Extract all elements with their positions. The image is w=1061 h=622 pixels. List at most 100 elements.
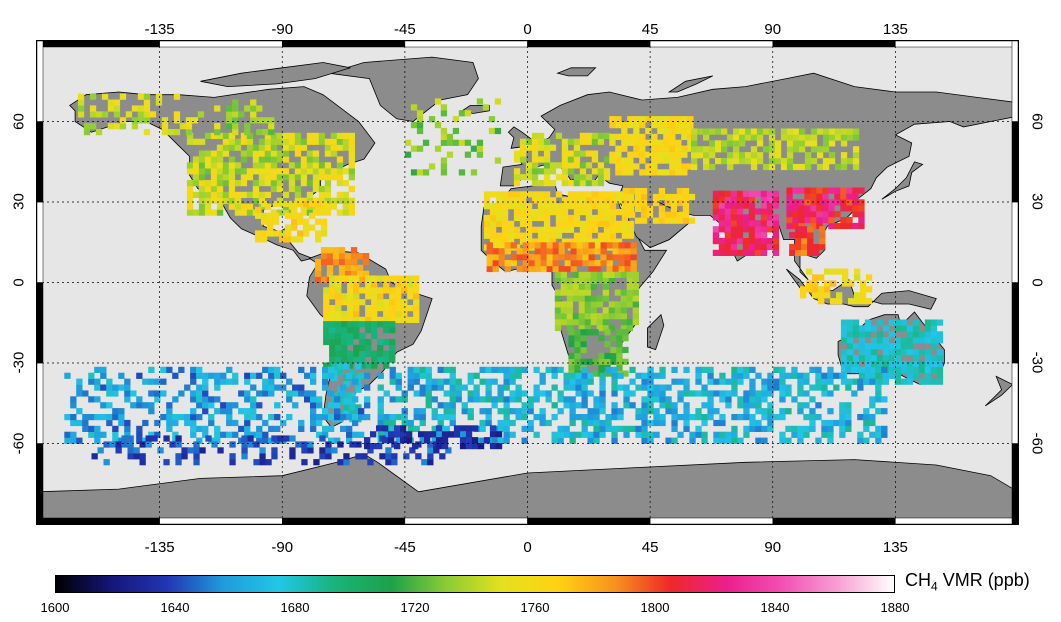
methane-pixel	[681, 163, 688, 170]
methane-pixel	[467, 372, 474, 379]
methane-pixel	[443, 390, 450, 397]
methane-pixel	[614, 271, 621, 278]
methane-pixel	[603, 197, 611, 204]
methane-pixel	[240, 191, 248, 198]
methane-pixel	[268, 414, 275, 421]
methane-pixel	[323, 299, 330, 306]
methane-pixel	[731, 437, 738, 444]
methane-pixel	[629, 425, 636, 432]
methane-pixel	[564, 265, 571, 273]
methane-pixel	[258, 197, 266, 204]
methane-pixel	[175, 459, 182, 466]
methane-pixel	[382, 425, 389, 432]
methane-pixel	[599, 396, 606, 403]
methane-pixel	[779, 414, 786, 421]
methane-pixel	[330, 132, 338, 139]
methane-pixel	[573, 150, 581, 157]
methane-pixel	[185, 129, 193, 136]
methane-pixel	[792, 211, 799, 218]
methane-pixel	[190, 372, 197, 379]
methane-pixel	[846, 331, 854, 338]
methane-pixel	[713, 419, 720, 427]
methane-pixel	[575, 414, 582, 421]
methane-pixel	[875, 366, 882, 373]
methane-pixel	[467, 414, 474, 421]
methane-pixel	[755, 419, 762, 427]
methane-pixel	[840, 360, 848, 368]
methane-pixel	[737, 366, 744, 373]
methane-pixel	[561, 144, 569, 151]
methane-pixel	[113, 105, 121, 112]
methane-pixel	[534, 260, 541, 267]
methane-pixel	[519, 209, 527, 216]
methane-pixel	[300, 180, 308, 187]
methane-pixel	[572, 319, 579, 326]
methane-pixel	[77, 105, 85, 112]
methane-pixel	[276, 138, 284, 145]
methane-pixel	[567, 168, 575, 175]
methane-pixel	[736, 202, 744, 209]
methane-pixel	[617, 384, 624, 391]
methane-pixel	[578, 319, 585, 326]
methane-pixel	[870, 343, 878, 350]
methane-pixel	[617, 425, 624, 432]
methane-pixel	[545, 419, 552, 427]
methane-pixel	[143, 99, 151, 106]
methane-pixel	[652, 217, 660, 224]
methane-pixel	[282, 209, 290, 216]
methane-pixel	[627, 232, 635, 239]
methane-pixel	[216, 174, 224, 181]
methane-pixel	[663, 139, 670, 146]
methane-pixel	[709, 140, 716, 147]
methane-pixel	[261, 200, 268, 208]
methane-pixel	[611, 425, 618, 432]
methane-pixel	[658, 205, 666, 212]
methane-pixel	[320, 247, 328, 254]
methane-pixel	[812, 280, 819, 287]
methane-pixel	[264, 156, 272, 163]
methane-pixel	[77, 99, 85, 106]
methane-pixel	[616, 329, 623, 336]
methane-pixel	[503, 384, 510, 391]
methane-pixel	[888, 331, 896, 338]
methane-pixel	[294, 162, 302, 169]
methane-pixel	[503, 402, 510, 409]
methane-pixel	[337, 363, 344, 370]
methane-pixel	[772, 226, 780, 233]
methane-pixel	[94, 437, 101, 444]
methane-pixel	[545, 390, 552, 397]
methane-pixel	[234, 209, 242, 216]
methane-pixel	[658, 211, 666, 218]
methane-pixel	[864, 354, 872, 362]
methane-pixel	[810, 199, 817, 206]
methane-pixel	[347, 287, 354, 294]
methane-pixel	[288, 162, 296, 169]
methane-pixel	[401, 396, 408, 403]
methane-pixel	[930, 343, 938, 350]
methane-pixel	[172, 437, 179, 444]
methane-pixel	[348, 185, 355, 193]
methane-pixel	[900, 378, 908, 385]
methane-pixel	[657, 122, 664, 129]
methane-pixel	[569, 419, 576, 427]
methane-pixel	[727, 152, 734, 159]
methane-pixel	[712, 232, 720, 239]
methane-pixel	[549, 226, 557, 233]
methane-pixel	[255, 236, 262, 243]
methane-pixel	[579, 203, 587, 210]
methane-pixel	[687, 145, 694, 152]
methane-pixel	[772, 190, 780, 197]
methane-pixel	[328, 425, 335, 432]
methane-pixel	[727, 158, 734, 165]
methane-pixel	[852, 319, 860, 326]
methane-pixel	[567, 238, 575, 245]
methane-pixel	[748, 220, 756, 227]
methane-pixel	[501, 214, 509, 222]
methane-pixel	[593, 419, 600, 427]
methane-pixel	[598, 364, 605, 371]
methane-pixel	[653, 384, 660, 391]
methane-pixel	[810, 217, 817, 224]
methane-pixel	[495, 191, 503, 198]
methane-pixel	[617, 414, 624, 421]
methane-pixel	[256, 129, 263, 136]
